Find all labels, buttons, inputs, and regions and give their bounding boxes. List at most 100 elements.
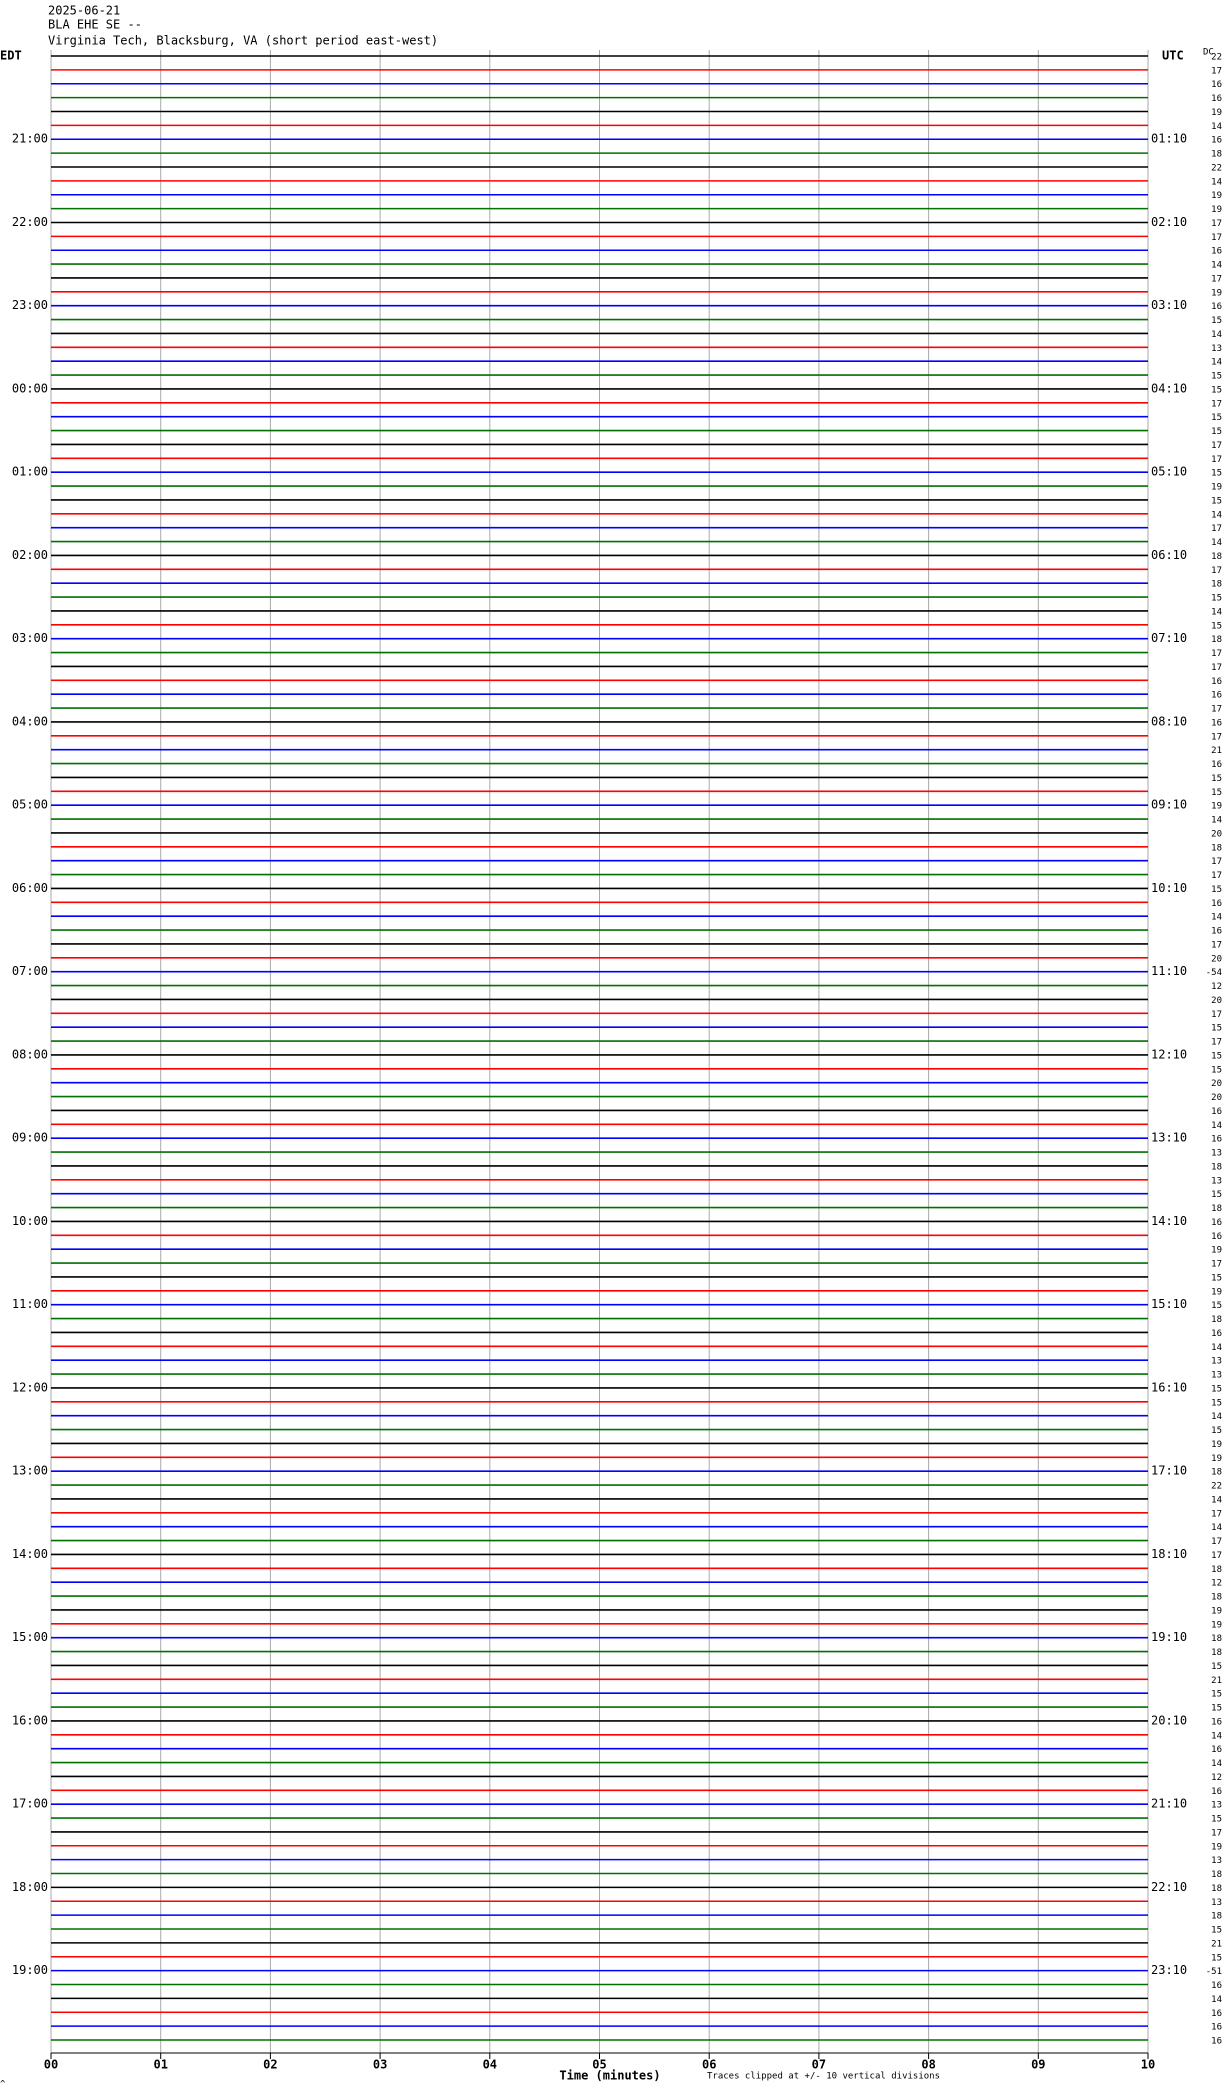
utc-label: 17:10	[1151, 1464, 1187, 1478]
dc-offset: 15	[1211, 594, 1222, 604]
dc-offset: 16	[1211, 2037, 1222, 2047]
dc-offset: 18	[1211, 150, 1222, 160]
dc-offset: 19	[1211, 1606, 1222, 1616]
dc-offset: 20	[1211, 996, 1222, 1006]
dc-offset: 19	[1211, 1842, 1222, 1852]
dc-offset: 19	[1211, 1454, 1222, 1464]
title-location: Virginia Tech, Blacksburg, VA (short per…	[48, 34, 438, 48]
dc-offset: 21	[1211, 746, 1222, 756]
dc-offset: 16	[1211, 1329, 1222, 1339]
dc-offset: 20	[1211, 1093, 1222, 1103]
dc-offset: 17	[1211, 940, 1222, 950]
dc-offset: 15	[1211, 1301, 1222, 1311]
edt-label: 03:00	[12, 631, 48, 645]
dc-offset: 14	[1211, 1995, 1222, 2005]
dc-offset: 18	[1211, 635, 1222, 645]
dc-offset: 20	[1211, 954, 1222, 964]
dc-offset: 22	[1211, 163, 1222, 173]
dc-offset: 15	[1211, 1051, 1222, 1061]
dc-offset: 19	[1211, 483, 1222, 493]
corner-mark: ^	[0, 2080, 6, 2090]
dc-offset: 13	[1211, 1898, 1222, 1908]
dc-offset: 17	[1211, 1509, 1222, 1519]
dc-offset: 16	[1211, 247, 1222, 257]
dc-offset: 15	[1211, 1426, 1222, 1436]
dc-offset: 18	[1211, 843, 1222, 853]
dc-offset: 13	[1211, 344, 1222, 354]
dc-offset: 15	[1211, 372, 1222, 382]
dc-offset: 18	[1211, 1593, 1222, 1603]
utc-label: 13:10	[1151, 1131, 1187, 1145]
dc-offset: 14	[1211, 1121, 1222, 1131]
dc-offset: 16	[1211, 899, 1222, 909]
dc-offset: 16	[1211, 1981, 1222, 1991]
dc-offset: 18	[1211, 1162, 1222, 1172]
dc-offset: 15	[1211, 1953, 1222, 1963]
utc-label: 08:10	[1151, 714, 1187, 728]
dc-offset: 16	[1211, 677, 1222, 687]
edt-label: 13:00	[12, 1464, 48, 1478]
edt-label: 05:00	[12, 798, 48, 812]
dc-offset: 19	[1211, 1287, 1222, 1297]
utc-label: 22:10	[1151, 1880, 1187, 1894]
dc-offset: 13	[1211, 1801, 1222, 1811]
dc-offset: 18	[1211, 1468, 1222, 1478]
dc-offset: 15	[1211, 885, 1222, 895]
dc-offset: 19	[1211, 288, 1222, 298]
edt-label: 18:00	[12, 1880, 48, 1894]
dc-offset: 19	[1211, 108, 1222, 118]
dc-offset: 14	[1211, 1343, 1222, 1353]
x-tick-label: 10	[1141, 2058, 1155, 2072]
dc-offset: 18	[1211, 1315, 1222, 1325]
utc-label: 12:10	[1151, 1047, 1187, 1061]
dc-offset: 18	[1211, 580, 1222, 590]
x-tick-label: 08	[921, 2058, 935, 2072]
utc-label: 10:10	[1151, 881, 1187, 895]
edt-label: 00:00	[12, 381, 48, 395]
dc-offset: 16	[1211, 80, 1222, 90]
edt-label: 22:00	[12, 215, 48, 229]
dc-offset: 16	[1211, 2009, 1222, 2019]
dc-offset: 13	[1211, 1371, 1222, 1381]
x-tick-label: 09	[1031, 2058, 1045, 2072]
dc-offset: 14	[1211, 358, 1222, 368]
edt-label: 11:00	[12, 1297, 48, 1311]
dc-offset: -51	[1206, 1967, 1222, 1977]
utc-label: 02:10	[1151, 215, 1187, 229]
dc-offset: 16	[1211, 927, 1222, 937]
utc-label: 19:10	[1151, 1630, 1187, 1644]
utc-label: 07:10	[1151, 631, 1187, 645]
dc-offset: 19	[1211, 1440, 1222, 1450]
dc-offset: 18	[1211, 1204, 1222, 1214]
dc-offset: 17	[1211, 1551, 1222, 1561]
dc-offset: 15	[1211, 1926, 1222, 1936]
dc-offset: 13	[1211, 1856, 1222, 1866]
dc-offset: 17	[1211, 399, 1222, 409]
dc-offset: 16	[1211, 1745, 1222, 1755]
utc-label: 20:10	[1151, 1713, 1187, 1727]
dc-offset: 15	[1211, 1190, 1222, 1200]
left-header: EDT	[0, 49, 22, 63]
dc-offset: 16	[1211, 94, 1222, 104]
dc-offset: 16	[1211, 760, 1222, 770]
dc-offset: 17	[1211, 871, 1222, 881]
dc-offset: 17	[1211, 1537, 1222, 1547]
dc-offset: 15	[1211, 385, 1222, 395]
dc-offset: 14	[1211, 330, 1222, 340]
utc-label: 11:10	[1151, 964, 1187, 978]
dc-offset: 14	[1211, 538, 1222, 548]
utc-label: 21:10	[1151, 1797, 1187, 1811]
clip-note: Traces clipped at +/- 10 vertical divisi…	[707, 2072, 940, 2082]
utc-label: 14:10	[1151, 1214, 1187, 1228]
offset-header: DC	[1203, 48, 1214, 58]
x-tick-label: 06	[702, 2058, 716, 2072]
title-station: BLA EHE SE --	[48, 18, 142, 32]
edt-label: 19:00	[12, 1963, 48, 1977]
utc-label: 09:10	[1151, 798, 1187, 812]
dc-offset: 16	[1211, 136, 1222, 146]
dc-offset: 14	[1211, 1412, 1222, 1422]
utc-label: 06:10	[1151, 548, 1187, 562]
dc-offset: 14	[1211, 1759, 1222, 1769]
dc-offset: 15	[1211, 774, 1222, 784]
